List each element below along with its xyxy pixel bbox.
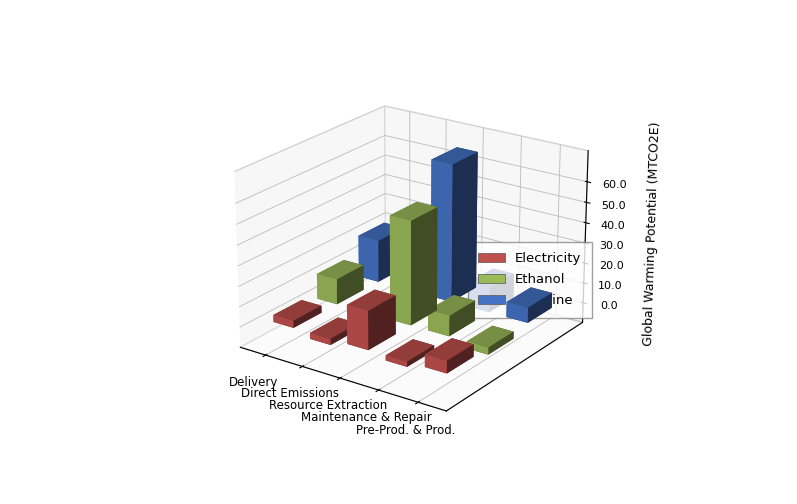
Legend: Electricity, Ethanol, Gasoline: Electricity, Ethanol, Gasoline bbox=[468, 242, 592, 318]
